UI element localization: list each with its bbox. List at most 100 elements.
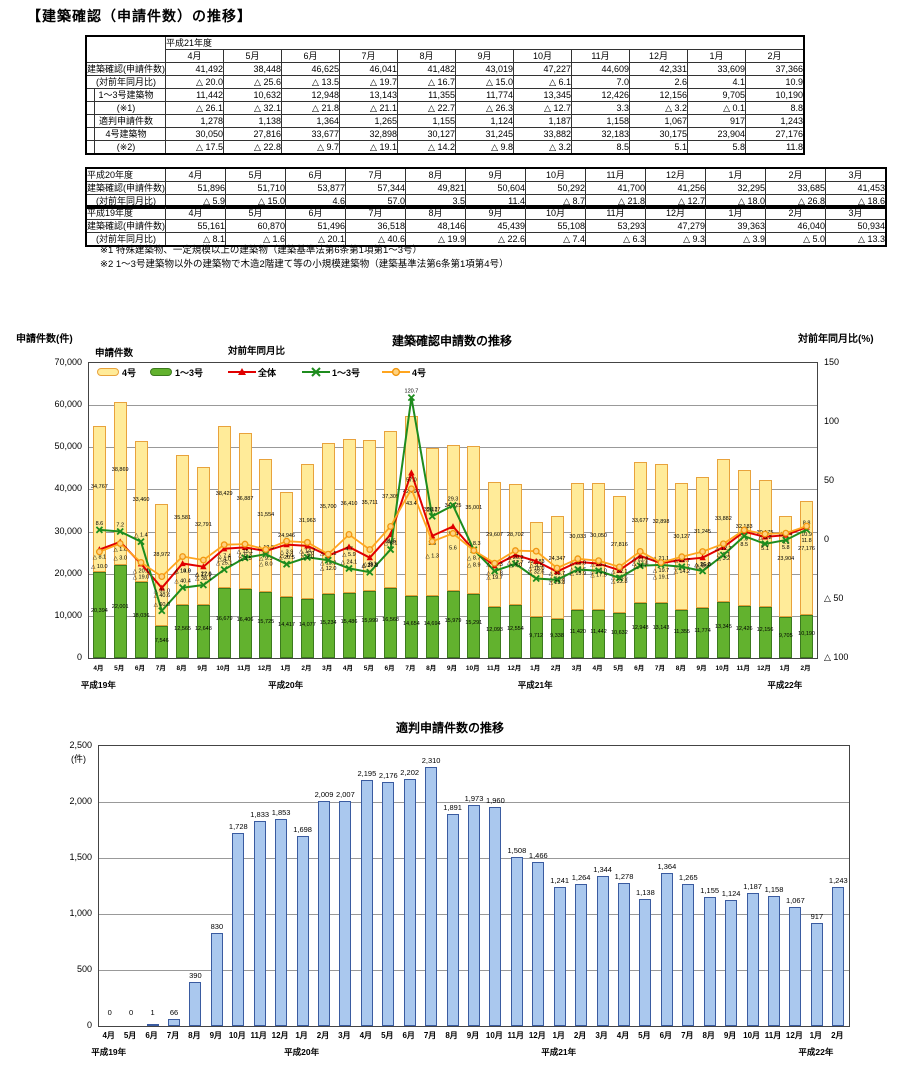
table-cell: 55,108 xyxy=(525,219,586,233)
bar-1to3go xyxy=(363,590,377,658)
bar-value-label: 36,887 xyxy=(236,495,254,502)
era-label: 平成21年 xyxy=(517,680,553,690)
bar-value-label: 31,554 xyxy=(257,511,275,518)
bar-4go xyxy=(134,441,148,582)
axis-tick-label: 150 xyxy=(824,357,840,367)
bar-1to3go xyxy=(779,617,793,658)
tekihan-bar xyxy=(596,875,609,1026)
bar-value-label: 16,679 xyxy=(215,616,233,623)
table-cell: 39,363 xyxy=(705,219,766,233)
bar-4go xyxy=(363,440,377,591)
table-cell: 1,155 xyxy=(397,114,456,128)
tekihan-bar xyxy=(360,780,373,1026)
table-cell: △ 26.3 xyxy=(455,101,514,115)
left-axis-title: 申請件数(件) xyxy=(16,334,73,345)
bar-4go xyxy=(529,521,543,618)
table-cell: 33,882 xyxy=(513,127,572,141)
x-axis-month-label: 6月 xyxy=(402,1031,415,1040)
x-axis-month-label: 8月 xyxy=(188,1031,201,1040)
legend-label: 4号 xyxy=(412,367,427,378)
bar-value-label: 9,338 xyxy=(550,633,564,640)
table-cell: 12,156 xyxy=(629,88,688,102)
bar-value-label: 35,001 xyxy=(465,505,483,511)
table-cell: 41,453 xyxy=(825,181,887,195)
table-cell: 51,710 xyxy=(225,181,286,195)
bar-value-label: 1,155 xyxy=(700,885,720,895)
x-axis-month-label: 11月 xyxy=(736,665,750,672)
x-axis-month-label: 4月 xyxy=(616,1031,630,1040)
month-header-cell: 2月 xyxy=(745,49,805,63)
bar-value-label: 2,176 xyxy=(378,771,398,781)
bar-value-label: 28,702 xyxy=(506,531,524,538)
tekihan-bar xyxy=(832,886,845,1026)
table-cell: 10.9 xyxy=(745,75,805,89)
x-axis-month-label: 3月 xyxy=(571,665,582,672)
bar-1to3go xyxy=(612,613,626,658)
bar-4go xyxy=(716,459,730,602)
table-cell: △ 0.1 xyxy=(687,101,746,115)
right-axis-title: 対前年同月比(%) xyxy=(798,334,874,345)
bar-4go xyxy=(550,516,564,619)
bar-value-label: 30,175 xyxy=(756,530,774,536)
table-cell: 42,331 xyxy=(629,62,688,76)
table-cell: 8.5 xyxy=(571,140,630,155)
table-cell: 1,158 xyxy=(571,114,630,128)
table-cell: △ 21.1 xyxy=(339,101,398,115)
bar-4go xyxy=(342,439,356,593)
month-header-cell: 1月 xyxy=(705,167,766,182)
x-axis-month-label: 11月 xyxy=(764,1031,782,1040)
table-cell: △ 3.2 xyxy=(629,101,688,115)
table-cell: △ 13.3 xyxy=(825,232,887,247)
x-axis-month-label: 8月 xyxy=(675,665,686,672)
x-axis-month-label: 4月 xyxy=(93,665,104,672)
row-label: (※1) xyxy=(85,101,166,115)
table-cell: 27,176 xyxy=(745,127,805,141)
table-cell: 32,295 xyxy=(705,181,766,195)
month-header-cell: 8月 xyxy=(405,167,466,182)
bar-value-label: 14,694 xyxy=(423,620,441,627)
bar-value-label: 1,973 xyxy=(464,794,484,803)
tekihan-bar xyxy=(532,861,545,1026)
bar-value-label: 23,904 xyxy=(777,555,795,562)
x-axis-month-label: 3月 xyxy=(595,1031,608,1040)
tekihan-bar xyxy=(425,767,438,1026)
month-header-cell: 2月 xyxy=(765,205,826,220)
x-axis-month-label: 7月 xyxy=(155,665,166,672)
x-axis-month-label: 5月 xyxy=(363,665,374,672)
table-cell: 53,293 xyxy=(585,219,646,233)
bar-value-label: 1,278 xyxy=(614,871,634,881)
table-heisei20: 平成20年度 4月 5月 6月 7月 8月 9月 10月 11月 12月 1月 2月 3月 建築確認(申請… xyxy=(85,167,887,209)
table-cell: 48,146 xyxy=(405,219,466,233)
footnote-2: ※2 1～3号建築物以外の建築物で木造2階建て等の小規模建築物（建築基準法第6条… xyxy=(100,258,509,270)
table-cell: △ 3.2 xyxy=(513,140,572,155)
table-cell: 27,816 xyxy=(223,127,282,141)
axis-tick-label: 40,000 xyxy=(54,483,82,494)
table-cell: 50,934 xyxy=(825,219,887,233)
x-axis-month-label: 5月 xyxy=(638,1031,651,1040)
x-axis-month-label: 4月 xyxy=(102,1031,115,1040)
bar-4go xyxy=(800,500,814,616)
bar-value-label: 13,345 xyxy=(714,624,732,631)
axis-tick-label: 500 xyxy=(76,964,92,974)
bar-value-label: 15,291 xyxy=(465,619,483,626)
bar-value-label: 2,195 xyxy=(357,769,377,779)
table-heisei19: 平成19年度 4月 5月 6月 7月 8月 9月 10月 11月 12月 1月 2月 3月 建築確認(申請… xyxy=(85,205,887,247)
bar-value-label: 32,791 xyxy=(194,521,212,528)
row-label: 建築確認(申請件数) xyxy=(85,62,166,76)
table-cell: 46,041 xyxy=(339,62,398,76)
bar-value-label: 37,309 xyxy=(382,494,399,500)
bar-value-label: 30,050 xyxy=(590,533,607,540)
month-header-cell: 3月 xyxy=(825,205,887,220)
tekihan-bar xyxy=(146,1024,159,1026)
month-header-cell: 4月 xyxy=(165,49,224,63)
month-header-cell: 12月 xyxy=(645,205,706,220)
axis-tick-label: 70,000 xyxy=(54,357,82,367)
bar-4go xyxy=(259,458,273,592)
legend-swatch-4go-line xyxy=(382,367,410,377)
month-header-cell: 11月 xyxy=(585,205,646,220)
x-axis-month-label: 10月 xyxy=(715,665,730,672)
table-cell: 32,898 xyxy=(339,127,398,141)
x-axis-month-label: 7月 xyxy=(405,665,416,672)
x-axis-month-label: 2月 xyxy=(316,1031,330,1040)
month-header-cell: 7月 xyxy=(339,49,398,63)
